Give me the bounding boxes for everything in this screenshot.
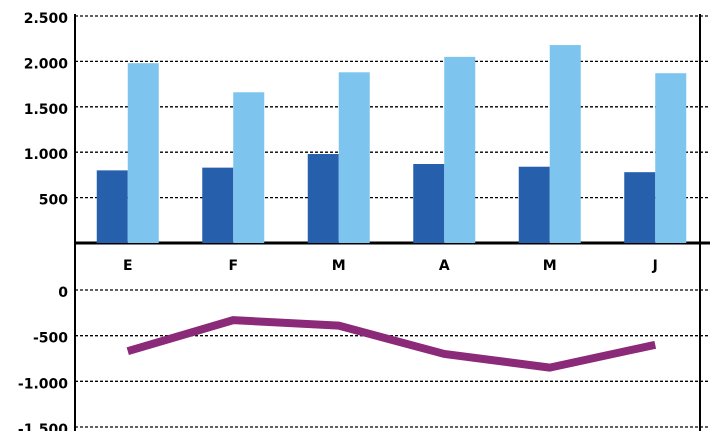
bar [444,56,476,243]
y-tick-label: -1.000 [18,376,68,392]
bar [233,92,265,243]
x-tick-label: A [439,258,450,274]
y-tick-label: 500 [39,193,68,209]
bar [202,167,234,243]
x-tick-label: M [543,258,557,274]
y-tick-label: -500 [33,331,68,347]
y-tick-label: 1.500 [24,102,69,118]
y-tick-label: 1.000 [24,147,69,163]
y-tick-label: 2.000 [24,56,69,72]
bar [413,164,445,243]
bar [96,170,128,243]
x-tick-label: E [123,258,133,274]
bar [307,154,339,243]
bar [549,45,581,243]
y-tick-label: 2.500 [24,11,69,27]
x-tick-label: F [228,258,238,274]
bar [518,166,550,243]
x-tick-label: M [332,258,346,274]
y-tick-label: -1.500 [18,422,68,431]
bar [338,72,370,244]
bar [655,73,687,243]
bar [127,63,159,243]
y-tick-label: 0 [58,285,68,301]
line [126,316,657,372]
x-tick-label: J [652,258,658,274]
bar [624,172,656,243]
